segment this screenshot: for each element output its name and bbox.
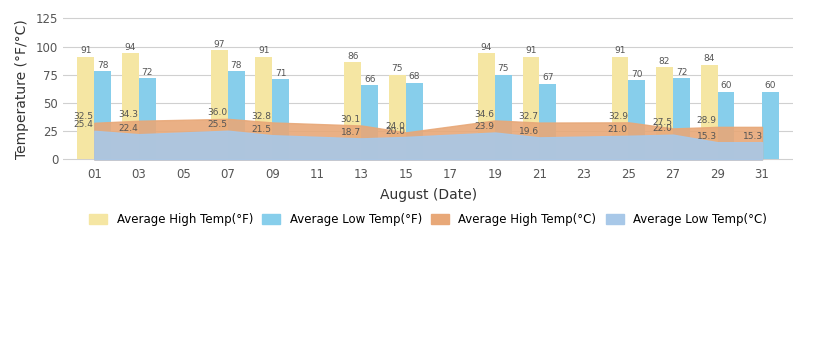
- Bar: [139, 78, 156, 160]
- Text: 20.0: 20.0: [385, 127, 405, 135]
- Text: 82: 82: [659, 56, 671, 66]
- Bar: [228, 71, 245, 160]
- Bar: [540, 84, 556, 160]
- Text: 75: 75: [498, 64, 509, 73]
- Text: 78: 78: [231, 61, 242, 70]
- Text: 21.5: 21.5: [251, 125, 271, 134]
- Bar: [656, 67, 673, 160]
- Bar: [211, 50, 228, 160]
- Bar: [628, 80, 646, 160]
- Text: 32.9: 32.9: [608, 112, 627, 121]
- Bar: [256, 57, 272, 160]
- Text: 32.7: 32.7: [519, 112, 539, 121]
- Text: 22.0: 22.0: [652, 124, 672, 133]
- Bar: [122, 53, 139, 160]
- Text: 86: 86: [347, 52, 359, 61]
- Bar: [673, 78, 690, 160]
- Text: 68: 68: [408, 72, 420, 81]
- Bar: [717, 92, 735, 160]
- Text: 60: 60: [764, 81, 776, 90]
- Text: 91: 91: [81, 46, 91, 55]
- Text: 72: 72: [142, 68, 153, 77]
- Text: 15.3: 15.3: [696, 132, 717, 141]
- Bar: [77, 57, 95, 160]
- Text: 70: 70: [631, 70, 642, 79]
- Text: 23.9: 23.9: [474, 122, 495, 131]
- Text: 15.3: 15.3: [743, 132, 763, 141]
- Text: 78: 78: [97, 61, 109, 70]
- Bar: [701, 65, 717, 160]
- Text: 94: 94: [481, 43, 492, 52]
- Bar: [612, 57, 628, 160]
- Y-axis label: Temperature (°F/°C): Temperature (°F/°C): [15, 19, 29, 159]
- Text: 32.8: 32.8: [251, 112, 271, 121]
- Text: 66: 66: [364, 75, 376, 84]
- Legend: Average High Temp(°F), Average Low Temp(°F), Average High Temp(°C), Average Low : Average High Temp(°F), Average Low Temp(…: [85, 209, 772, 231]
- Text: 34.6: 34.6: [474, 110, 495, 119]
- Bar: [762, 92, 779, 160]
- Text: 27.5: 27.5: [652, 118, 672, 127]
- Text: 25.5: 25.5: [208, 120, 227, 129]
- Bar: [272, 79, 290, 160]
- Text: 91: 91: [614, 46, 626, 55]
- Bar: [95, 71, 111, 160]
- Text: 71: 71: [275, 69, 286, 78]
- Text: 22.4: 22.4: [119, 124, 138, 133]
- Text: 24.0: 24.0: [385, 122, 405, 131]
- Text: 91: 91: [525, 46, 537, 55]
- Text: 67: 67: [542, 73, 554, 83]
- Bar: [495, 75, 512, 160]
- Bar: [478, 53, 495, 160]
- Text: 25.4: 25.4: [74, 121, 94, 130]
- Text: 97: 97: [213, 39, 225, 49]
- Bar: [406, 83, 422, 160]
- Text: 91: 91: [258, 46, 270, 55]
- Bar: [389, 75, 406, 160]
- Text: 75: 75: [392, 64, 403, 73]
- Text: 18.7: 18.7: [340, 128, 361, 137]
- Text: 28.9: 28.9: [697, 117, 717, 126]
- Bar: [523, 57, 540, 160]
- Text: 84: 84: [703, 54, 715, 63]
- X-axis label: August (Date): August (Date): [379, 188, 476, 202]
- Text: 19.6: 19.6: [519, 127, 539, 136]
- Text: 94: 94: [124, 43, 136, 52]
- Text: 60: 60: [720, 81, 732, 90]
- Bar: [361, 85, 378, 160]
- Text: 36.0: 36.0: [208, 109, 227, 118]
- Bar: [344, 62, 361, 160]
- Text: 34.3: 34.3: [118, 110, 138, 119]
- Text: 21.0: 21.0: [608, 125, 627, 134]
- Text: 72: 72: [676, 68, 687, 77]
- Text: 30.1: 30.1: [340, 115, 361, 124]
- Text: 32.5: 32.5: [74, 113, 94, 121]
